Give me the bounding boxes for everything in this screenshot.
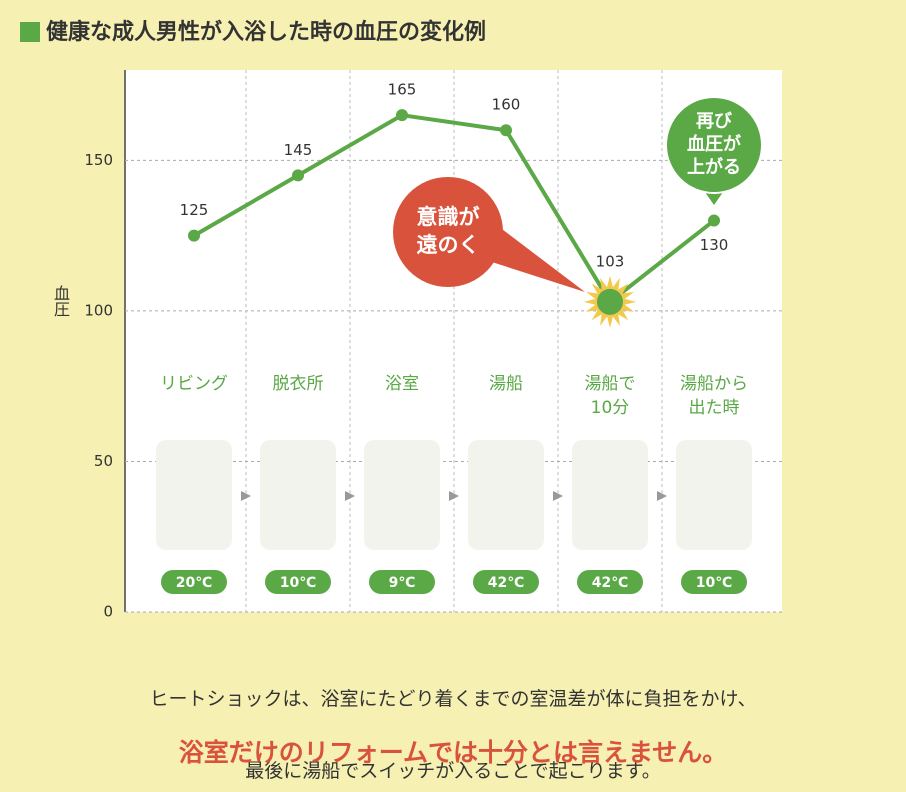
temperature-label: 10℃ (280, 575, 316, 591)
title-marker (20, 22, 40, 42)
arrow (345, 491, 355, 501)
arrow (553, 491, 563, 501)
illustration-placeholder (676, 440, 752, 550)
footer-line: 最後に湯船でスイッチが入ることで起こります。 (245, 760, 661, 782)
value-label: 145 (284, 141, 313, 159)
value-label: 165 (388, 81, 417, 99)
temperature-pill (265, 570, 331, 594)
point (396, 109, 408, 122)
temperature-pill (681, 570, 747, 594)
value-label: 160 (492, 96, 521, 114)
point (188, 229, 200, 242)
temperature-label: 42℃ (592, 575, 628, 591)
chart-title: 健康な成人男性が入浴した時の血圧の変化例 (46, 19, 486, 45)
temperature-pill (577, 570, 643, 594)
value-label: 103 (596, 252, 625, 270)
illustration-placeholder (260, 440, 336, 550)
annotation: 再び 血圧が 上がる (687, 111, 741, 178)
line (192, 113, 716, 305)
illustration-placeholder (156, 440, 232, 550)
callout (665, 96, 763, 194)
y-axis-label: 血圧 (51, 285, 70, 317)
illustration-placeholder (572, 440, 648, 550)
illustration-placeholder (364, 440, 440, 550)
arrow (241, 491, 251, 501)
x-tick-label: 脱衣所 (272, 374, 324, 394)
arrow (449, 491, 459, 501)
x-tick-label: 湯船から 出た時 (680, 374, 748, 418)
callout (393, 177, 503, 287)
value-label: 125 (180, 201, 209, 219)
temperature-label: 10℃ (696, 575, 732, 591)
value-label: 130 (700, 236, 729, 254)
point (708, 214, 720, 227)
point (292, 169, 304, 182)
x-tick-label: 湯船 (489, 374, 523, 394)
temperature-pill (473, 570, 539, 594)
x-tick-label: リビング (160, 374, 228, 394)
temperature-pill (369, 570, 435, 594)
y-tick-label: 50 (94, 452, 113, 470)
point (500, 124, 512, 137)
footer-line: ヒートショックは、浴室にたどり着くまでの室温差が体に負担をかけ、 (149, 688, 757, 710)
conclusion: 浴室だけのリフォームでは十分とは言えません。 (178, 738, 728, 767)
footer: ヒートショックは、浴室にたどり着くまでの室温差が体に負担をかけ、 最後に湯船でス… (0, 645, 906, 792)
temperature-pill (161, 570, 227, 594)
y-tick-label: 150 (84, 151, 113, 169)
x-tick-label: 湯船で 10分 (584, 374, 636, 418)
temperature-label: 9℃ (389, 575, 416, 591)
temperature-label: 42℃ (488, 575, 524, 591)
x-tick-label: 浴室 (385, 374, 419, 394)
temperature-label: 20℃ (176, 575, 212, 591)
y-tick-label: 100 (84, 301, 113, 319)
illustration-placeholder (468, 440, 544, 550)
arrow (657, 491, 667, 501)
annotation: 意識が 遠のく (416, 205, 480, 257)
y-tick-label: 0 (103, 603, 113, 621)
point (597, 288, 623, 315)
